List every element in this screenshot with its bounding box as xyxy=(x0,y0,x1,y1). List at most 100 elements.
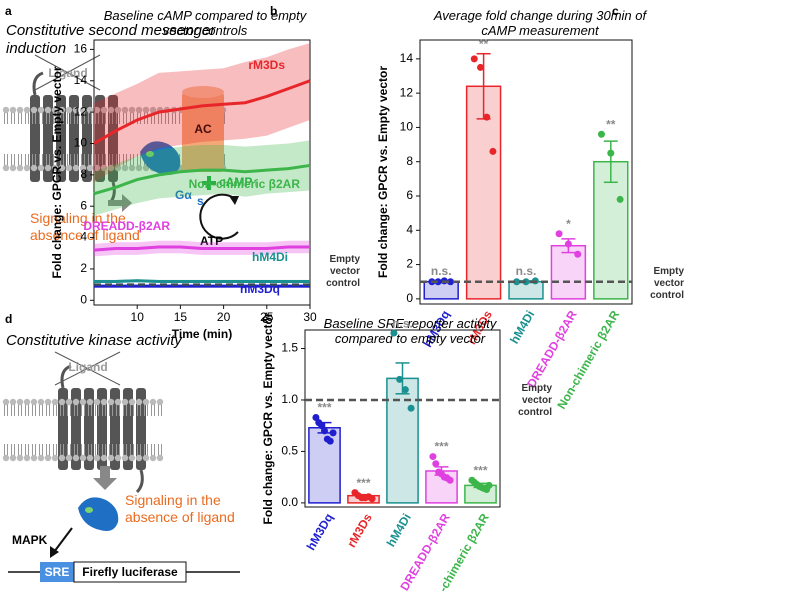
y-tick-label: 1.0 xyxy=(281,392,298,406)
lipid-head xyxy=(72,398,80,406)
y-tick-label: 16 xyxy=(74,42,88,56)
y-tick-label: 0 xyxy=(80,292,87,306)
lipid-head xyxy=(86,164,94,172)
lipid-head xyxy=(128,164,136,172)
lipid-head xyxy=(30,164,38,172)
y-axis-title: Fold change: GPCR vs. Empty vector xyxy=(261,312,275,524)
g-protein xyxy=(140,141,181,175)
data-point xyxy=(483,113,491,121)
y-tick-label: 10 xyxy=(74,136,88,150)
lipid-head xyxy=(58,398,66,406)
lipid-head xyxy=(58,106,66,114)
lipid-head xyxy=(156,454,164,462)
y-tick-label: 6 xyxy=(80,198,87,212)
lipid-head xyxy=(114,106,122,114)
lipid-head xyxy=(149,454,157,462)
lipid-head xyxy=(156,398,164,406)
plot-frame xyxy=(93,39,311,306)
lipid-head xyxy=(2,106,10,114)
x-axis-title: Time (min) xyxy=(172,327,232,341)
lipid-head xyxy=(121,106,129,114)
lipid-head xyxy=(135,454,143,462)
data-point xyxy=(326,437,334,445)
x-tick-label: 15 xyxy=(174,310,188,324)
data-point xyxy=(434,278,442,286)
data-point xyxy=(318,422,326,430)
lipid-head xyxy=(9,454,17,462)
y-tick-label: 2 xyxy=(406,257,413,271)
panel-letter: e xyxy=(262,312,269,326)
lipid-head xyxy=(93,398,101,406)
y-tick-label: 14 xyxy=(400,51,414,65)
atp: ATP xyxy=(200,234,223,248)
data-point xyxy=(390,329,398,337)
title-box: Constitutive second messenger induction xyxy=(6,22,216,57)
panel-letter: b xyxy=(270,4,277,18)
ac-top xyxy=(182,86,224,98)
lipid-head xyxy=(51,106,59,114)
loop xyxy=(32,71,44,96)
lipid-head xyxy=(93,106,101,114)
data-point xyxy=(485,481,493,489)
cross xyxy=(34,54,101,91)
significance: *** xyxy=(356,476,370,490)
loop xyxy=(60,364,72,389)
significance: n.s. xyxy=(431,264,452,278)
lipid-head xyxy=(23,454,31,462)
series-label: hM4Di xyxy=(252,250,288,264)
lipid-head xyxy=(72,164,80,172)
x-tick-label: 20 xyxy=(217,310,231,324)
lipid-head xyxy=(114,164,122,172)
lipid-head xyxy=(30,398,38,406)
panel-letter: a xyxy=(5,4,12,18)
data-point xyxy=(555,230,563,238)
loop xyxy=(135,469,144,494)
significance: *** xyxy=(473,463,487,477)
signaling-text: Signaling in the absence of ligand xyxy=(125,492,235,525)
bar xyxy=(465,85,502,300)
significance: *** xyxy=(434,440,448,454)
series-label: rM3Ds xyxy=(248,58,285,72)
helix xyxy=(108,95,118,182)
lipid-head xyxy=(65,398,73,406)
y-tick-label: 2 xyxy=(80,261,87,275)
significance: n.s. xyxy=(392,316,413,330)
lipid-head xyxy=(9,106,17,114)
text-box: Signaling in the absence of ligand xyxy=(125,492,235,525)
title-box: Constitutive kinase activity xyxy=(6,332,182,349)
y-tick-label: 0 xyxy=(406,291,413,305)
lipid-head xyxy=(107,398,115,406)
lipid-head xyxy=(65,454,73,462)
y-tick-label: 14 xyxy=(74,73,88,87)
lipid-head xyxy=(37,398,45,406)
x-tick-label: hM4Di xyxy=(384,511,414,549)
panel-title: Constitutive second messenger induction xyxy=(6,22,216,57)
lipid-head xyxy=(37,454,45,462)
bar xyxy=(423,280,459,300)
y-tick-label: 8 xyxy=(80,167,87,181)
ligand: Ligand xyxy=(68,360,107,374)
bar xyxy=(386,377,419,504)
y-tick-label: 0.5 xyxy=(281,444,298,458)
lipid-head xyxy=(86,454,94,462)
y-tick-label: 4 xyxy=(406,222,413,236)
x-tick-label: rM3Ds xyxy=(344,511,375,550)
lipid-head xyxy=(37,164,45,172)
x-tick-label: 10 xyxy=(131,310,145,324)
band xyxy=(94,140,310,216)
data-point xyxy=(329,429,337,437)
text-box: Empty vector control xyxy=(326,254,360,289)
lipid-head xyxy=(2,398,10,406)
data-point xyxy=(597,130,605,138)
lipid-head xyxy=(149,398,157,406)
lipid-head xyxy=(30,106,38,114)
arrow xyxy=(93,466,117,490)
lipid-head xyxy=(44,164,52,172)
lipid-head xyxy=(135,164,143,172)
data-point xyxy=(432,460,440,468)
x-tick-label: hM3Dq xyxy=(304,511,336,553)
arrow xyxy=(53,527,73,553)
panel-title: Constitutive kinase activity xyxy=(6,332,182,349)
lipid-head xyxy=(23,106,31,114)
